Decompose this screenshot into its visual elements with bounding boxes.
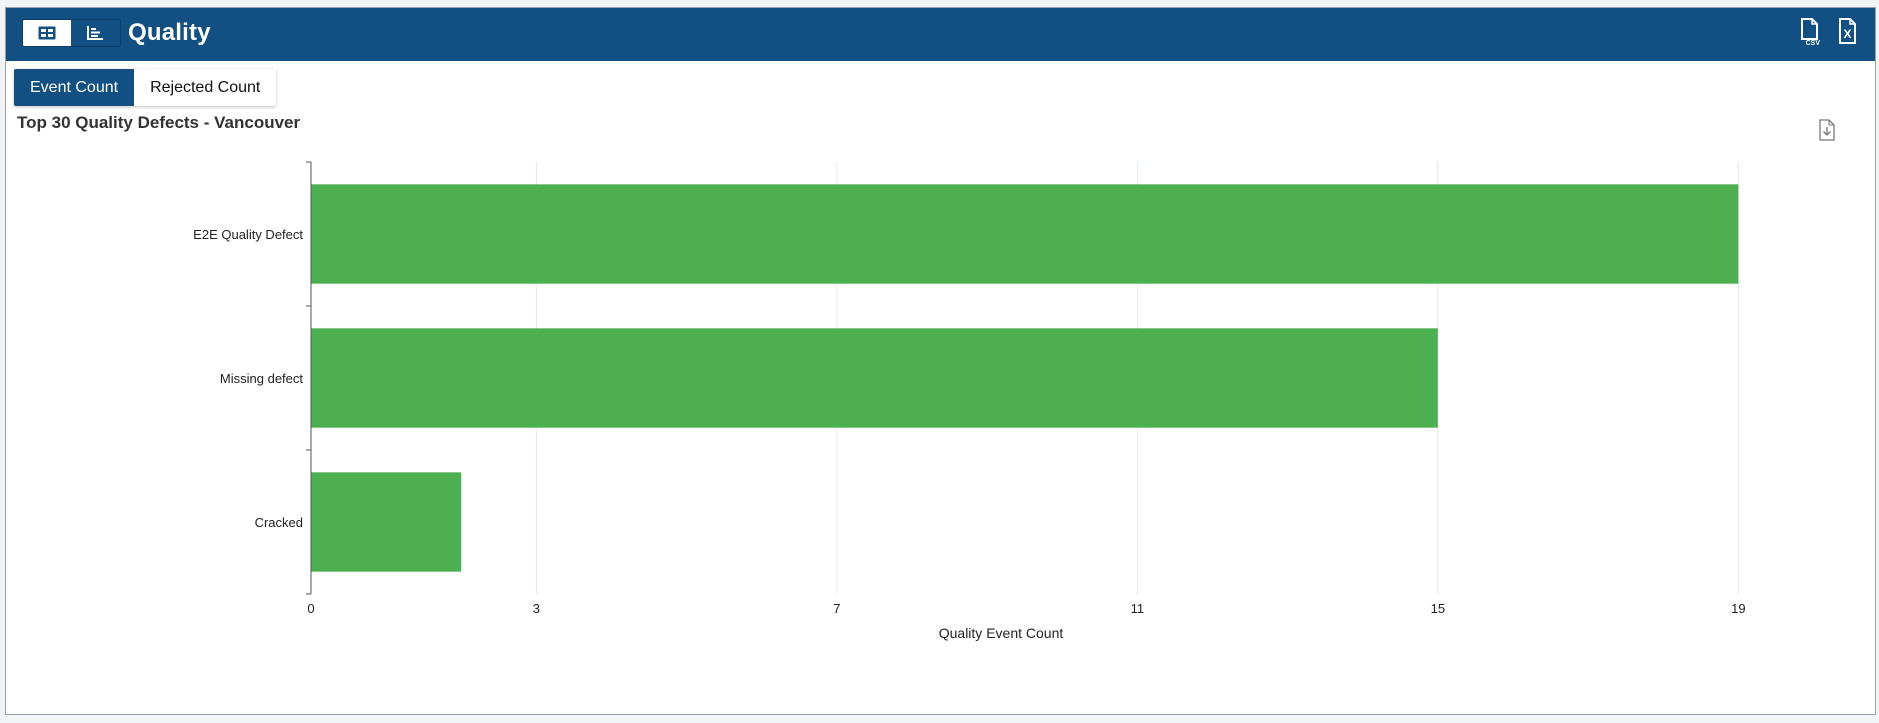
bar[interactable] [311,472,462,572]
page-title: Quality [128,19,211,46]
chart-export-icon[interactable] [1817,118,1837,142]
axes: 0 3 7 11 15 19 E2E Quality Defect Missing defec… [193,161,1746,616]
y-category-label: E2E Quality Defect [193,227,303,242]
excel-export-icon: X [1839,18,1856,44]
y-category-label: Missing defect [220,371,303,386]
bars [311,184,1739,572]
svg-text:CSV: CSV [1806,40,1821,47]
bar-chart-icon [87,26,103,40]
x-tick-label: 11 [1131,601,1145,616]
x-tick-label: 7 [833,601,840,616]
svg-text:X: X [1843,27,1851,41]
csv-export-icon: CSV [1801,18,1821,47]
table-icon [38,26,56,40]
x-tick-label: 19 [1731,601,1745,616]
x-tick-label: 0 [307,601,314,616]
panel-header: Quality CSV X [6,8,1875,61]
bar[interactable] [311,184,1739,284]
metric-tabs: Event Count Rejected Count [14,69,277,106]
x-axis-label: Quality Event Count [939,625,1064,641]
table-view-button[interactable] [23,20,71,46]
quality-panel: Quality CSV X Event Count Rejected Count… [5,7,1876,715]
x-tick-label: 15 [1431,601,1445,616]
y-category-label: Cracked [255,515,303,530]
x-tick-label: 3 [533,601,540,616]
bar[interactable] [311,328,1438,428]
excel-export-button[interactable]: X [1835,17,1861,47]
csv-export-button[interactable]: CSV [1798,17,1824,47]
tab-rejected-count[interactable]: Rejected Count [150,78,261,96]
bar-chart: 0 3 7 11 15 19 E2E Quality Defect Missing defec… [193,161,1746,641]
tab-event-count[interactable]: Event Count [14,69,135,106]
view-toggle[interactable] [22,19,121,47]
chart-view-button[interactable] [71,20,119,46]
chart-title: Top 30 Quality Defects - Vancouver [17,113,301,132]
